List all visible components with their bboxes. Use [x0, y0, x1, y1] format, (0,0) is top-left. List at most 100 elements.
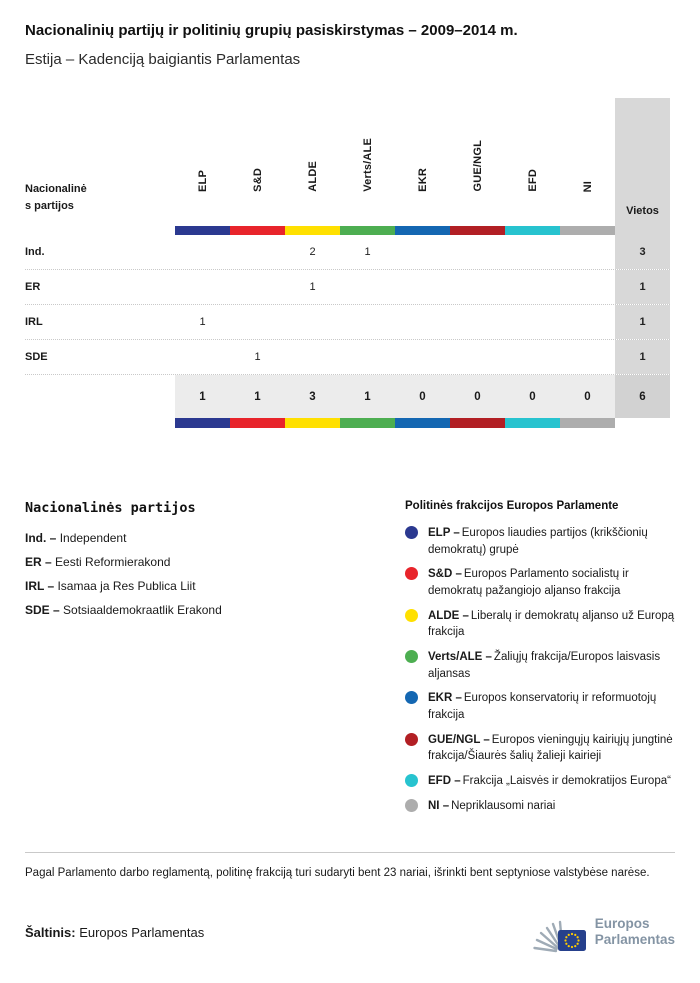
seats-cell: 1 — [615, 340, 670, 374]
cell — [395, 270, 450, 304]
column-header-sd: S&D — [251, 168, 264, 192]
total-cell: 3 — [285, 375, 340, 418]
cell — [285, 340, 340, 374]
cell — [450, 305, 505, 339]
color-bar-efd — [505, 418, 560, 428]
national-parties-legend-title: Nacionalinės partijos — [25, 500, 196, 516]
color-bar-elp — [175, 418, 230, 428]
column-header-alde: ALDE — [306, 161, 319, 192]
legend-item-er: ER – Eesti Reformierakond — [25, 555, 171, 569]
cell — [505, 235, 560, 269]
table-row-sde: SDE 1 1 — [25, 340, 670, 375]
cell — [505, 340, 560, 374]
seats-cell: 1 — [615, 270, 670, 304]
cell: 1 — [199, 316, 206, 328]
column-header-ekr: EKR — [416, 168, 429, 192]
legend-item-ni: NI – Nepriklausomi nariai — [405, 798, 675, 815]
elp-color-dot — [405, 526, 418, 539]
cell — [175, 235, 230, 269]
table-row-irl: IRL 1 1 — [25, 305, 670, 340]
total-cell: 0 — [450, 375, 505, 418]
color-bar-ni — [560, 226, 615, 235]
total-seats-cell: 6 — [615, 375, 670, 418]
footer-divider — [25, 852, 675, 854]
column-header-elp: ELP — [196, 170, 209, 192]
party-label: SDE — [25, 351, 48, 363]
cell — [175, 340, 230, 374]
color-bar-ekr — [395, 226, 450, 235]
cell — [450, 235, 505, 269]
legend-item-irl: IRL – Isamaa ja Res Publica Liit — [25, 579, 196, 593]
cell — [560, 235, 615, 269]
gue-ngl-color-dot — [405, 732, 418, 746]
color-bar-sd — [230, 418, 285, 428]
totals-label-cell — [25, 375, 175, 418]
sd-color-dot — [405, 567, 418, 581]
footnote-text: Pagal Parlamento darbo reglamentą, polit… — [25, 867, 650, 880]
color-bar-efd — [505, 226, 560, 235]
cell — [340, 340, 395, 374]
total-cell: 1 — [230, 375, 285, 418]
source-label: Šaltinis: — [25, 924, 76, 940]
table-row-ind: Ind. 2 1 3 — [25, 235, 670, 270]
source-value: Europos Parlamentas — [79, 924, 205, 940]
cell — [450, 270, 505, 304]
column-header-verts-ale: Verts/ALE — [361, 138, 374, 192]
group-color-bar-row-bottom — [25, 418, 670, 428]
ep-hemicycle-flag-icon — [533, 920, 586, 953]
ni-color-dot — [405, 798, 418, 812]
cell — [560, 340, 615, 374]
bar-spacer — [615, 418, 670, 428]
cell — [560, 305, 615, 339]
color-bar-sd — [230, 226, 285, 235]
seats-table: Nacionalinės partijos ELP S&D ALDE Verts… — [25, 98, 670, 428]
cell — [450, 340, 505, 374]
page-subtitle: Estija – Kadenciją baigiantis Parlamenta… — [25, 51, 301, 68]
color-bar-alde — [285, 226, 340, 235]
cell — [395, 305, 450, 339]
legend-item-alde: ALDE – Liberalų ir demokratų aljanso už E… — [405, 608, 675, 641]
ekr-color-dot — [405, 691, 418, 705]
seats-cell: 1 — [615, 305, 670, 339]
legend-item-elp: ELP – Europos liaudies partijos (krikščio… — [405, 525, 675, 558]
color-bar-ni — [560, 418, 615, 428]
bar-spacer — [25, 226, 175, 235]
source-line: Šaltinis: Europos Parlamentas — [25, 925, 204, 940]
alde-color-dot — [405, 608, 418, 622]
bar-spacer — [25, 418, 175, 428]
color-bar-ekr — [395, 418, 450, 428]
cell — [560, 270, 615, 304]
table-header-row: Nacionalinės partijos ELP S&D ALDE Verts… — [25, 98, 670, 226]
verts-ale-color-dot — [405, 650, 418, 664]
total-cell: 1 — [340, 375, 395, 418]
legend-item-verts-ale: Verts/ALE – Žaliųjų frakcija/Europos lais… — [405, 649, 675, 682]
column-header-gue-ngl: GUE/NGL — [471, 140, 484, 192]
column-header-efd: EFD — [526, 169, 539, 192]
legend-item-sde: SDE – Sotsiaaldemokraatlik Erakond — [25, 603, 222, 617]
party-label: IRL — [25, 316, 43, 328]
total-cell: 0 — [395, 375, 450, 418]
cell — [340, 305, 395, 339]
color-bar-verts-ale — [340, 418, 395, 428]
efd-color-dot — [405, 774, 418, 788]
cell: 1 — [364, 246, 371, 258]
total-cell: 0 — [505, 375, 560, 418]
legend-item-sd: S&D – Europos Parlamento socialistų ir de… — [405, 566, 675, 599]
totals-row: 1 1 3 1 0 0 0 0 6 — [25, 375, 670, 418]
color-bar-gue-ngl — [450, 226, 505, 235]
political-groups-legend: Politinės frakcijos Europos Parlamente E… — [405, 500, 675, 822]
ep-logo-wordmark: Europos Parlamentas — [594, 915, 675, 948]
column-header-ni: NI — [581, 180, 594, 192]
total-cell: 0 — [560, 375, 615, 418]
national-parties-legend: Nacionalinės partijos Ind. – Independent… — [25, 500, 405, 822]
column-header-seats: Vietos — [615, 98, 670, 226]
row-header-label: Nacionalinės partijos — [25, 183, 87, 212]
group-color-bar-row — [25, 226, 670, 235]
european-parliament-logo: Europos Parlamentas — [526, 910, 675, 954]
cell — [340, 270, 395, 304]
page-title: Nacionalinių partijų ir politinių grupių… — [25, 22, 518, 39]
cell — [285, 305, 340, 339]
cell — [230, 235, 285, 269]
cell — [230, 305, 285, 339]
